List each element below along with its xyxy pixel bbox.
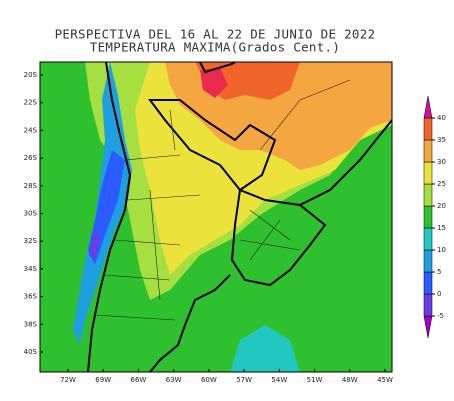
border-bolivia [199, 61, 236, 74]
subtitle: TEMPERATURA MAXIMA(Grados Cent.) [90, 40, 340, 55]
border-uruguay [230, 188, 327, 287]
colorbar-segment [423, 293, 433, 317]
colorbar-segment [423, 271, 433, 295]
latitude-label: 24S [24, 126, 38, 134]
colorbar-label: 10 [437, 246, 446, 254]
longitude-label: 51W [307, 376, 323, 384]
colorbar-label: 35 [437, 136, 446, 144]
coastline-argentina [149, 274, 231, 373]
colorbar-segment [423, 205, 433, 229]
longitude-label: 60W [201, 376, 217, 384]
colorbar-label: 40 [437, 114, 446, 122]
region-teal [230, 325, 300, 372]
longitude-label: 66W [131, 376, 147, 384]
longitude-label: 69W [95, 376, 111, 384]
colorbar-segment [423, 183, 433, 207]
coastline-brazil [299, 119, 393, 206]
colorbar-label: 0 [437, 290, 441, 298]
latitude-label: 32S [24, 237, 38, 245]
colorbar-segment [423, 117, 433, 141]
colorbar-segment [423, 139, 433, 163]
colorbar-label: 5 [437, 268, 441, 276]
latitude-label: 28S [24, 182, 38, 190]
map [39, 61, 393, 373]
colorbar-label: 25 [437, 180, 446, 188]
ocean-green [40, 62, 70, 372]
latitude-label: 22S [24, 99, 38, 107]
colorbar-extend-high [423, 95, 433, 119]
province-lines [94, 79, 351, 321]
latitude-label: 38S [24, 320, 38, 328]
longitude-label: 63W [166, 376, 182, 384]
colorbar-segment [423, 227, 433, 251]
colorbar-label: 30 [437, 158, 446, 166]
longitude-label: 45W [377, 376, 393, 384]
longitude-label: 72W [60, 376, 76, 384]
region-red [200, 68, 228, 98]
colorbar-extend-low [423, 315, 433, 339]
longitude-label: 54W [271, 376, 287, 384]
colorbar-segment [423, 249, 433, 273]
latitude-label: 34S [24, 265, 38, 273]
region-purple [89, 230, 100, 260]
colorbar-label: -5 [437, 312, 444, 320]
border-chile-argentina [87, 61, 132, 373]
border-paraguay [148, 99, 277, 192]
title: PERSPECTIVA DEL 16 AL 22 DE JUNIO DE 202… [55, 27, 376, 42]
colorbar-label: 20 [437, 202, 446, 210]
latitude-label: 40S [24, 348, 38, 356]
latitude-label: 20S [24, 71, 38, 79]
colorbar-segment [423, 161, 433, 185]
latitude-label: 30S [24, 210, 38, 218]
latitude-label: 26S [24, 154, 38, 162]
latitude-label: 36S [24, 293, 38, 301]
colorbar-label: 15 [437, 224, 446, 232]
longitude-label: 48W [342, 376, 358, 384]
map-frame [39, 61, 393, 373]
longitude-label: 57W [236, 376, 252, 384]
